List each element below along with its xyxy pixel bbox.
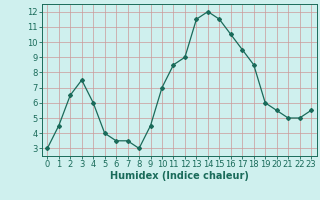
- X-axis label: Humidex (Indice chaleur): Humidex (Indice chaleur): [110, 171, 249, 181]
